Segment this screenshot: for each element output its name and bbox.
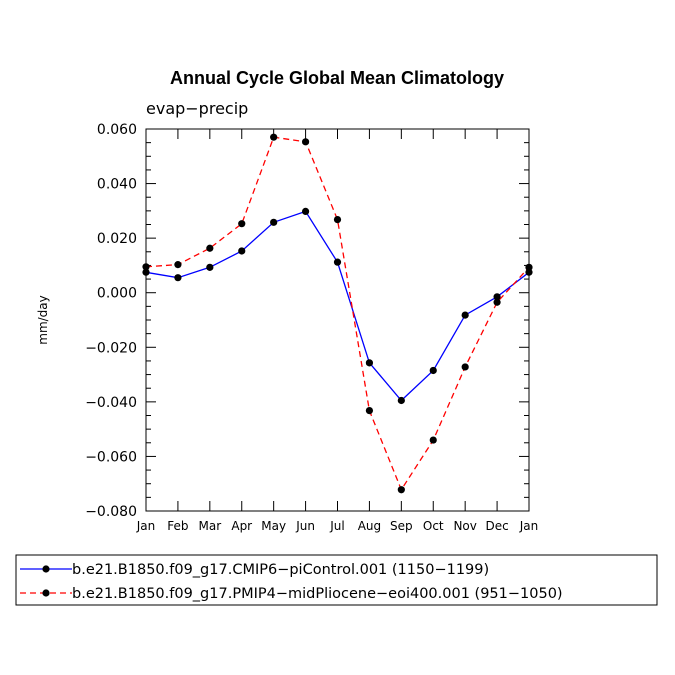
series-1-point [270,218,278,226]
legend-marker-1 [42,565,50,573]
series-1-point [174,274,182,282]
y-tick-label: −0.060 [85,449,137,465]
legend: b.e21.B1850.f09_g17.CMIP6−piControl.001 … [15,554,658,606]
series-1-point [397,396,405,405]
y-tick-label: −0.020 [85,340,137,356]
series-1-point [333,258,342,266]
x-tick-label: May [261,519,286,533]
y-tick-label: 0.000 [97,286,137,302]
series-2-point [333,215,342,224]
y-tick-label: 0.020 [97,231,137,247]
series-2-point [493,298,501,306]
y-tick-label: 0.060 [97,122,137,138]
x-tick-label: Feb [167,519,188,533]
x-tick-label: Jul [329,519,344,533]
x-tick-label: Apr [231,519,252,533]
series-2-point [206,244,214,252]
y-axis-label: mm/day [36,295,50,345]
x-tick-label: Mar [199,519,222,533]
x-tick-label: Aug [358,519,381,533]
series-1-point [238,247,246,255]
plot-frame [145,128,530,512]
y-tick-label: 0.040 [97,177,137,193]
series-1-point [301,207,310,216]
legend-label-2: b.e21.B1850.f09_g17.PMIP4−midPliocene−eo… [72,586,563,602]
chart-subtitle: evap−precip [146,99,248,118]
series-2-point [365,406,374,415]
chart-title: Annual Cycle Global Mean Climatology [170,68,504,88]
series-1-point [365,359,374,367]
legend-box [15,554,658,606]
y-tick-label: −0.040 [85,395,137,411]
series-1-point [206,263,214,271]
x-tick-label: Sep [390,519,413,533]
legend-label-1: b.e21.B1850.f09_g17.CMIP6−piControl.001 … [72,562,489,578]
x-tick-label: Dec [485,519,508,533]
series-line-2 [145,136,530,492]
legend-marker-2 [42,589,50,597]
y-tick-label: −0.080 [85,504,137,520]
series-1-point [461,311,469,319]
x-tick-label: Jan [519,519,539,533]
series-1-point [429,366,437,375]
series-2-point [301,138,310,146]
series-2-point [397,486,405,494]
x-tick-label: Nov [453,519,476,533]
series-2-point [238,220,246,228]
series-1-point [493,293,501,301]
plot-area: 0.060 0.040 0.020 0.000 −0.020 −0.040 −0.060 −0… [85,122,538,533]
series-2-point [429,436,437,444]
x-tick-label: Oct [423,519,444,533]
x-tick-label: Jan [136,519,156,533]
series-2-point [174,261,182,269]
series-2-point [270,133,278,141]
series-line-1 [145,210,530,402]
x-tick-label: Jun [295,519,315,533]
series-2-point [461,363,469,371]
